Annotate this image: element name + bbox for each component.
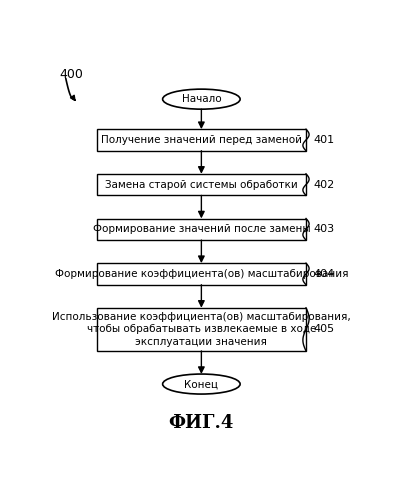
Text: Замена старой системы обработки: Замена старой системы обработки	[105, 180, 297, 190]
Text: 402: 402	[313, 180, 334, 190]
Text: Формирование значений после замены: Формирование значений после замены	[92, 224, 310, 234]
Text: Формирование коэффициента(ов) масштабирования: Формирование коэффициента(ов) масштабиро…	[55, 269, 347, 279]
Text: 403: 403	[313, 224, 334, 234]
Text: 400: 400	[59, 67, 83, 81]
Bar	[97, 129, 305, 151]
Text: 401: 401	[313, 135, 334, 145]
Text: ФИГ.4: ФИГ.4	[168, 414, 233, 432]
Text: Конец: Конец	[184, 379, 218, 389]
Bar	[97, 219, 305, 240]
Text: 405: 405	[313, 324, 334, 334]
Text: Начало: Начало	[181, 94, 221, 104]
Bar	[97, 263, 305, 285]
Text: Использование коэффициента(ов) масштабирования,
чтобы обрабатывать извлекаемые в: Использование коэффициента(ов) масштабир…	[52, 312, 350, 347]
Text: Получение значений перед заменой: Получение значений перед заменой	[101, 135, 301, 145]
Ellipse shape	[162, 374, 239, 394]
Bar	[97, 174, 305, 196]
Bar	[97, 308, 305, 351]
Text: 404: 404	[313, 269, 334, 279]
Ellipse shape	[162, 89, 239, 109]
